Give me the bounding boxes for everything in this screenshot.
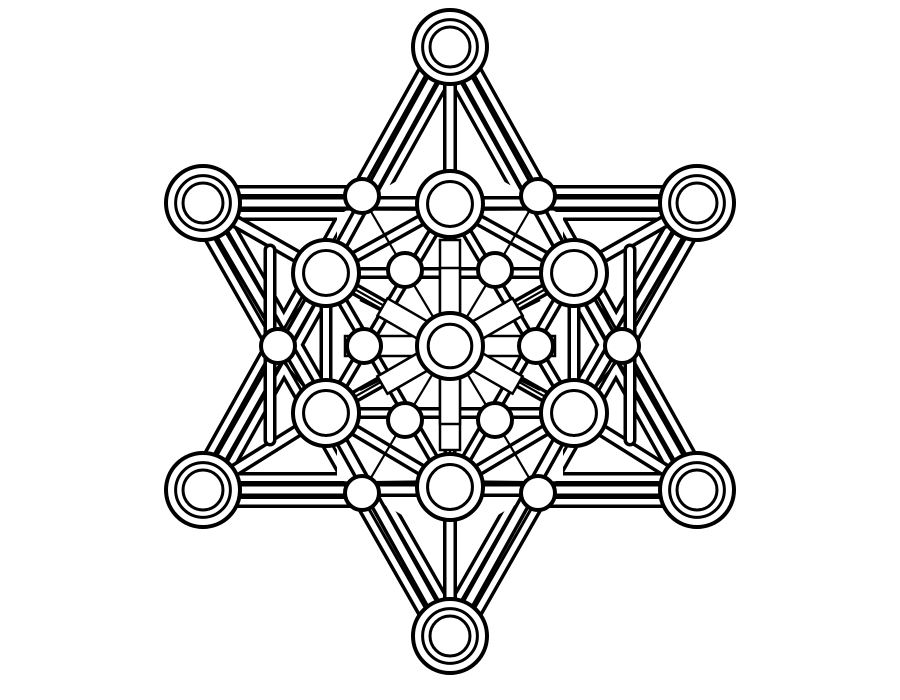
spoke-10-fill [446, 409, 578, 640]
center-node-ring-1 [426, 322, 474, 370]
small-node-3 [519, 474, 557, 512]
spoke-11-fill [322, 409, 454, 640]
hex-node-top-ring-1 [426, 180, 474, 228]
small-node-10 [345, 327, 383, 365]
vertex-node-bottom-ring-2 [428, 614, 472, 658]
spoke-2-fill [322, 43, 454, 277]
small-node-5 [476, 251, 514, 289]
hex-node-upper-right-ring-1 [550, 249, 598, 297]
vertex-node-lower-left-ring-2 [181, 468, 225, 512]
small-node-11 [517, 327, 555, 365]
small-node-4 [386, 251, 424, 289]
small-node-6 [386, 401, 424, 439]
small-node-1 [519, 177, 557, 215]
vertex-node-lower-right-ring-2 [675, 468, 719, 512]
spoke-1-fill [446, 43, 578, 277]
small-node-9 [603, 327, 641, 365]
small-node-7 [476, 401, 514, 439]
vertex-node-top-ring-2 [428, 25, 472, 69]
hex-node-lower-right-ring-1 [550, 389, 598, 437]
vertex-node-upper-right-ring-2 [675, 181, 719, 225]
small-node-8 [259, 327, 297, 365]
hex-node-lower-left-ring-1 [302, 389, 350, 437]
small-node-2 [343, 474, 381, 512]
hex-node-bottom-ring-1 [426, 463, 474, 511]
hex-node-upper-left-ring-1 [302, 249, 350, 297]
vertex-node-upper-left-ring-2 [181, 181, 225, 225]
small-node-0 [343, 177, 381, 215]
